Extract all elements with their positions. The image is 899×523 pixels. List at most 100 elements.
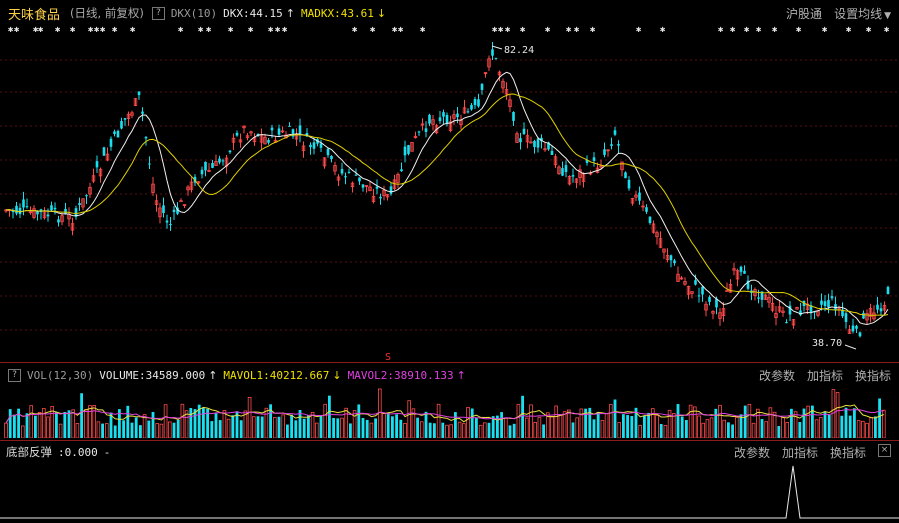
dkx-line [5, 71, 889, 326]
volume-bar [428, 422, 432, 438]
volume-bar [562, 411, 567, 438]
candle-body [571, 175, 575, 177]
signal-marker: ✱ [420, 25, 426, 35]
volume-bar [512, 423, 516, 438]
volume-bar [17, 408, 20, 438]
candle-body [361, 184, 365, 188]
volume-bar [184, 410, 189, 438]
ma-settings-button[interactable]: 设置均线 ▼ [834, 5, 891, 22]
candle-body [847, 329, 852, 334]
volume-indicator-name[interactable]: VOL(12,30) [27, 368, 94, 382]
volume-bar [461, 423, 466, 438]
candle-body [795, 307, 799, 310]
volume-bar [58, 423, 63, 438]
volume-bar [731, 424, 734, 438]
candle-body [400, 169, 403, 172]
indicator-chart[interactable] [0, 464, 899, 522]
add-indicator-button[interactable]: 加指标 [781, 445, 818, 460]
candle-body [50, 205, 53, 211]
volume-bar [516, 404, 521, 438]
mavol2-line [5, 408, 884, 424]
volume-bar [747, 403, 752, 438]
close-icon[interactable]: × [878, 443, 891, 457]
candle-body [830, 296, 834, 299]
volume-bar [701, 422, 705, 438]
price-chart[interactable]: 82.24 38.70 S [0, 38, 899, 363]
candle-body [638, 192, 641, 201]
volume-bar [622, 414, 625, 438]
low-price-label: 38.70 [812, 338, 842, 349]
candle-body [413, 136, 418, 139]
volume-bar [269, 404, 272, 438]
candle-body [533, 140, 536, 148]
volume-bar [709, 417, 714, 438]
volume-bar [785, 422, 789, 438]
volume-bar [827, 414, 831, 438]
hk-connect-button[interactable]: 沪股通 [786, 6, 823, 21]
volume-bar [475, 417, 478, 438]
volume-chart[interactable] [0, 386, 899, 438]
change-params-button[interactable]: 改参数 [733, 445, 770, 460]
volume-bar [693, 406, 697, 438]
indicator-name[interactable]: DKX(10) [170, 6, 218, 20]
candle-body [655, 232, 659, 238]
volume-bar [751, 422, 756, 438]
volume-bar [491, 416, 495, 438]
volume-bar [840, 415, 844, 438]
switch-indicator-button[interactable]: 换指标 [854, 368, 891, 383]
high-price-label: 82.24 [504, 45, 534, 56]
candle-body [102, 147, 106, 156]
candle-body [18, 207, 22, 215]
candle-body [354, 174, 358, 176]
candle-body [613, 130, 617, 135]
switch-indicator-button[interactable]: 换指标 [829, 445, 866, 460]
volume-help-icon[interactable]: ? [8, 368, 21, 382]
change-params-button[interactable]: 改参数 [758, 368, 795, 383]
volume-bar [680, 416, 684, 438]
volume-bar [449, 424, 453, 438]
candle-body [46, 214, 50, 217]
candle-body [547, 142, 550, 150]
candle-body [309, 144, 312, 148]
candle-body [85, 195, 88, 197]
candle-body [154, 200, 159, 205]
volume-bar [294, 420, 298, 438]
help-icon[interactable]: ? [151, 6, 165, 20]
volume-bar [735, 417, 739, 438]
volume-bar [226, 418, 231, 438]
volume-bar [882, 409, 886, 438]
volume-bar [67, 410, 71, 438]
candle-body [462, 107, 467, 114]
volume-bar [286, 424, 289, 438]
candle-body [98, 168, 103, 177]
signal-marker: ✱ [866, 25, 872, 35]
volume-bar [790, 408, 793, 438]
candle-body [743, 270, 746, 274]
signal-marker: ✱ [574, 25, 580, 35]
volume-bar [672, 413, 676, 438]
candle-body [603, 149, 606, 155]
candle-body [791, 319, 796, 326]
volume-bar [760, 419, 764, 438]
candle-body [491, 49, 494, 56]
volume-bar [193, 409, 197, 438]
signal-marker: ✱ [590, 25, 596, 35]
candle-body [820, 300, 823, 305]
chart-period-label[interactable]: (日线, 前复权) [70, 6, 144, 20]
candle-body [340, 169, 344, 174]
volume-bar [579, 408, 584, 438]
indicator-label[interactable]: 底部反弹 [6, 445, 52, 459]
volume-bar [88, 405, 92, 438]
candle-body [350, 182, 355, 188]
candle-body [683, 281, 687, 285]
add-indicator-button[interactable]: 加指标 [806, 368, 843, 383]
volume-bar [466, 407, 470, 438]
candle-body [645, 207, 648, 212]
volume-bar [806, 405, 810, 438]
candle-body [834, 304, 837, 310]
signal-marker: ✱ [822, 25, 828, 35]
volume-bar [155, 423, 160, 438]
stock-name[interactable]: 天味食品 [8, 7, 61, 23]
candle-body [336, 176, 341, 181]
